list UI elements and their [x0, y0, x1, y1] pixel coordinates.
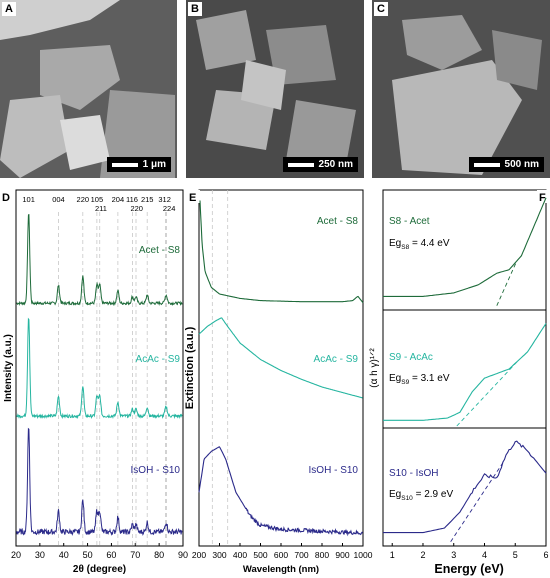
x-tick-label: 80 [154, 550, 164, 560]
scale-bar-label: 1 μm [142, 159, 166, 170]
x-tick-label: 500 [253, 550, 267, 560]
x-axis-label: Wavelength (nm) [243, 564, 319, 575]
scale-bar-label: 500 nm [504, 159, 539, 170]
band-gap-value: EgS9 = 3.1 eV [389, 373, 450, 386]
sample-label: S8 - Acet [389, 216, 430, 227]
band-gap-value: EgS10 = 2.9 eV [389, 489, 453, 502]
x-tick-label: 4 [482, 550, 487, 560]
sample-label: S9 - AcAc [389, 352, 433, 363]
peak-index-label: 220 [130, 204, 143, 213]
sem-image-c: C 500 nm [372, 0, 550, 178]
panel-label-e: E [189, 192, 196, 204]
peak-index-label: 004 [52, 195, 65, 204]
scale-bar-line [111, 162, 138, 167]
x-tick-label: 60 [106, 550, 116, 560]
series-label: Acet - S8 [317, 216, 359, 227]
x-tick-label: 90 [178, 550, 188, 560]
x-tick-label: 6 [543, 550, 548, 560]
band-gap-extrapolation [450, 462, 504, 542]
extinction-series-line [198, 317, 363, 399]
x-axis-label: Energy (eV) [434, 562, 503, 576]
sample-label: S10 - IsOH [389, 468, 438, 479]
tauc-series-line [383, 440, 547, 534]
x-tick-label: 200 [192, 550, 206, 560]
series-label: Acet - S8 [139, 245, 181, 256]
band-gap-value: EgS8 = 4.4 eV [389, 238, 450, 251]
x-tick-label: 2 [420, 550, 425, 560]
peak-index-label: 204 [112, 195, 125, 204]
peak-index-label: 101 [22, 195, 35, 204]
x-tick-label: 30 [35, 550, 45, 560]
y-axis-label: (α h γ)¹ᐟ² [369, 348, 380, 388]
band-gap-extrapolation [496, 260, 518, 306]
x-tick-label: 70 [130, 550, 140, 560]
xrd-series-line [16, 427, 183, 537]
panel-label-f: F [539, 192, 546, 204]
x-tick-label: 1 [390, 550, 395, 560]
x-tick-label: 3 [451, 550, 456, 560]
scale-bar-c: 500 nm [468, 157, 544, 172]
x-axis-label: 2θ (degree) [73, 564, 126, 575]
x-tick-label: 5 [513, 550, 518, 560]
peak-index-label: 215 [141, 195, 154, 204]
extinction-series-line [199, 200, 364, 304]
scale-bar-label: 250 nm [318, 159, 353, 170]
series-label: IsOH - S10 [131, 465, 181, 476]
sem-image-a: A 1 μm [0, 0, 177, 178]
xrd-series-line [16, 317, 183, 420]
sem-image-b: B 250 nm [186, 0, 364, 178]
panel-d-letter-bg [0, 190, 13, 203]
scale-bar-line [287, 162, 314, 167]
series-label: AcAc - S9 [136, 354, 181, 365]
panel-f-letter-bg [537, 190, 550, 203]
panel-f-frame [382, 189, 547, 547]
x-tick-label: 400 [233, 550, 247, 560]
x-tick-label: 20 [11, 550, 21, 560]
xrd-series-line [16, 214, 183, 307]
x-tick-label: 900 [335, 550, 349, 560]
scale-bar-line [473, 162, 500, 167]
peak-index-label: 220 [77, 195, 90, 204]
x-tick-label: 600 [274, 550, 288, 560]
sem-image-b-texture [186, 0, 364, 178]
series-label: AcAc - S9 [314, 354, 359, 365]
panel-label-a: A [2, 2, 16, 16]
tauc-series-line [383, 323, 547, 421]
panel-label-b: B [188, 2, 202, 16]
band-gap-extrapolation [456, 360, 519, 427]
x-tick-label: 1000 [354, 550, 373, 560]
scale-bar-b: 250 nm [282, 157, 358, 172]
y-axis-label: Extinction (a.u.) [184, 326, 196, 409]
peak-index-label: 116 [126, 195, 138, 204]
sem-image-a-texture [0, 0, 177, 178]
sem-image-c-texture [372, 0, 550, 178]
tauc-series-line [383, 197, 547, 297]
panel-e-letter-bg [187, 190, 200, 203]
panel-d-frame [15, 189, 184, 547]
x-tick-label: 50 [83, 550, 93, 560]
peak-index-label: 211 [95, 204, 107, 213]
peak-index-label: 224 [163, 204, 176, 213]
y-axis-label: Intensity (a.u.) [3, 334, 14, 402]
x-tick-label: 40 [59, 550, 69, 560]
panel-e-frame [198, 189, 364, 547]
peak-index-label: 312 [158, 195, 171, 204]
panel-label-c: C [374, 2, 388, 16]
x-tick-label: 300 [212, 550, 226, 560]
x-tick-label: 700 [294, 550, 308, 560]
scale-bar-a: 1 μm [106, 157, 171, 172]
series-label: IsOH - S10 [309, 465, 359, 476]
peak-index-label: 105 [91, 195, 104, 204]
panel-label-d: D [2, 192, 10, 204]
x-tick-label: 800 [315, 550, 329, 560]
extinction-series-line [198, 446, 364, 537]
